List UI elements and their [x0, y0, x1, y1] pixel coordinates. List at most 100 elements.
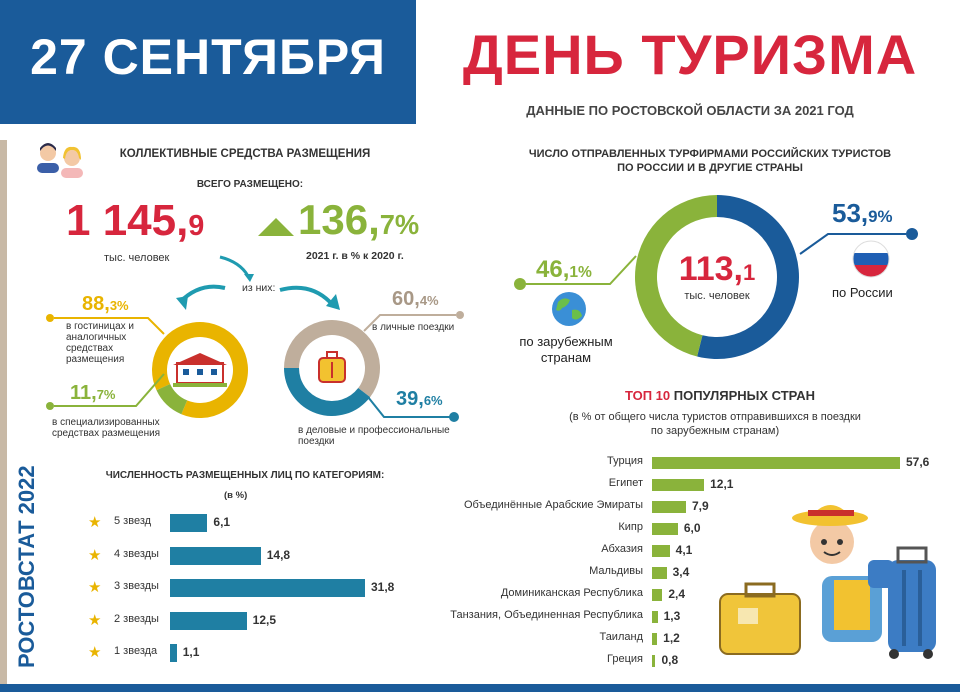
bar-category-label: Абхазия	[601, 543, 643, 555]
bottom-stripe	[0, 684, 960, 692]
bar-category-label: Греция	[607, 653, 643, 665]
slice-1	[635, 195, 717, 357]
abroad-label-line1: по зарубежным	[519, 334, 613, 349]
bar-value-label: 6,0	[683, 521, 701, 535]
bar-category-label: Танзания, Объединенная Республика	[450, 609, 643, 621]
growth-arrow-icon	[258, 218, 294, 236]
growth-note: 2021 г. в % к 2020 г.	[306, 250, 404, 262]
top10-note: (в % от общего числа туристов отправивши…	[530, 410, 900, 438]
bar-category-label: Египет	[608, 477, 643, 489]
bar	[652, 567, 667, 579]
trip-purpose-donut	[284, 320, 380, 416]
star-icon: ★	[88, 513, 102, 531]
left-stripe	[0, 140, 7, 685]
personal-value: 60,4%	[392, 288, 439, 310]
bar	[652, 589, 663, 601]
bar-value-label: 14,8	[266, 547, 291, 562]
top10-note-line2: по зарубежным странам)	[650, 425, 780, 437]
bar-category-label: Доминиканская Республика	[500, 587, 643, 599]
bar-category-label: 5 звезд	[114, 515, 152, 527]
bar-value-label: 1,1	[182, 645, 200, 659]
bar-category-label: Таиланд	[599, 631, 643, 643]
bar-category-label: 1 звезда	[114, 645, 158, 657]
bar-category-label: 4 звезды	[114, 547, 159, 560]
business-label: в деловые и профессиональные поездки	[298, 425, 450, 447]
top10-title-bold: ТОП 10	[624, 388, 671, 403]
star-icon: ★	[88, 545, 102, 564]
bar-value-label: 57,6	[906, 455, 930, 469]
date-text: 27 СЕНТЯБРЯ	[30, 29, 386, 85]
bar-value-label: 31,8	[371, 580, 395, 594]
bar	[170, 611, 247, 630]
flow-arrows	[176, 255, 340, 310]
bar-category-label: Объединённые Арабские Эмираты	[463, 499, 643, 511]
special-value: 11,7%	[70, 382, 116, 404]
bar	[652, 545, 670, 557]
donut2-leaders	[363, 311, 464, 422]
bar-category-label: Кипр	[618, 521, 643, 533]
total-unit: тыс. человек	[104, 252, 170, 264]
bar	[170, 579, 365, 597]
tourists-center-value: 113,1	[678, 250, 756, 288]
categories-unit: (в %)	[224, 490, 248, 501]
hotel-icon	[173, 353, 227, 387]
special-label: в специализированных средствах размещени…	[52, 417, 161, 439]
abroad-value: 46,1%	[536, 256, 592, 283]
tourists-center-unit: тыс. человек	[684, 290, 750, 302]
bar-value-label: 12,1	[710, 477, 734, 491]
of-them-label: из них:	[242, 282, 276, 294]
bar-value-label: 0,8	[661, 653, 679, 667]
slice-1	[284, 368, 371, 416]
growth-value: 136,7%	[298, 196, 420, 243]
tourists-donut	[635, 195, 799, 359]
hotels-label: в гостиницах и аналогичных средствах раз…	[66, 321, 135, 365]
abroad-label: по зарубежным странам	[506, 334, 626, 366]
bar-category-label: 2 звезды	[114, 612, 159, 625]
bar	[652, 479, 705, 491]
bar-value-label: 1,3	[663, 609, 681, 623]
bar	[652, 523, 678, 535]
slice-0	[152, 322, 248, 418]
categories-title: ЧИСЛЕННОСТЬ РАЗМЕЩЕННЫХ ЛИЦ ПО КАТЕГОРИЯ…	[105, 470, 385, 481]
bar	[170, 546, 261, 565]
star-icon: ★	[88, 610, 102, 629]
bar-value-label: 1,2	[663, 631, 680, 645]
accommodation-donut	[152, 322, 248, 418]
bar	[652, 457, 900, 469]
bar	[170, 644, 177, 662]
hotels-value: 88,3%	[82, 293, 129, 315]
slice-1	[156, 383, 188, 415]
tourists-title-line2: ПО РОССИИ И В ДРУГИЕ СТРАНЫ	[617, 162, 803, 174]
tourists-title-line1: ЧИСЛО ОТПРАВЛЕННЫХ ТУРФИРМАМИ РОССИЙСКИХ…	[528, 148, 892, 160]
russia-flag-icon	[852, 240, 890, 278]
bar-value-label: 4,1	[675, 543, 693, 557]
tourist-illustration	[719, 505, 936, 659]
bar-value-label: 3,4	[672, 565, 690, 579]
top10-title-rest: ПОПУЛЯРНЫХ СТРАН	[670, 388, 815, 403]
suitcase-icon	[318, 351, 346, 383]
tourists-leaders	[514, 228, 918, 290]
slice-0	[697, 195, 799, 359]
bar	[652, 633, 658, 645]
bar-category-label: Мальдивы	[589, 565, 643, 577]
bar-value-label: 2,4	[668, 587, 686, 601]
personal-label: в личные поездки	[372, 322, 455, 333]
business-value: 39,6%	[396, 388, 443, 410]
russia-label: по России	[832, 285, 893, 300]
star-icon: ★	[88, 578, 102, 596]
bar-value-label: 12,5	[252, 612, 276, 627]
top10-title: ТОП 10 ПОПУЛЯРНЫХ СТРАН	[560, 388, 880, 403]
bar	[652, 611, 658, 623]
bar	[652, 501, 686, 513]
total-value: 1 145,9	[66, 196, 205, 245]
donut1-leaders	[46, 314, 165, 410]
slice-0	[284, 320, 380, 398]
russia-value: 53,9%	[832, 198, 893, 228]
page-title: ДЕНЬ ТУРИЗМА	[462, 23, 918, 86]
people-icon	[37, 143, 83, 178]
bar	[170, 514, 208, 532]
top10-note-line1: (в % от общего числа туристов отправивши…	[569, 411, 861, 423]
bar	[652, 655, 656, 667]
